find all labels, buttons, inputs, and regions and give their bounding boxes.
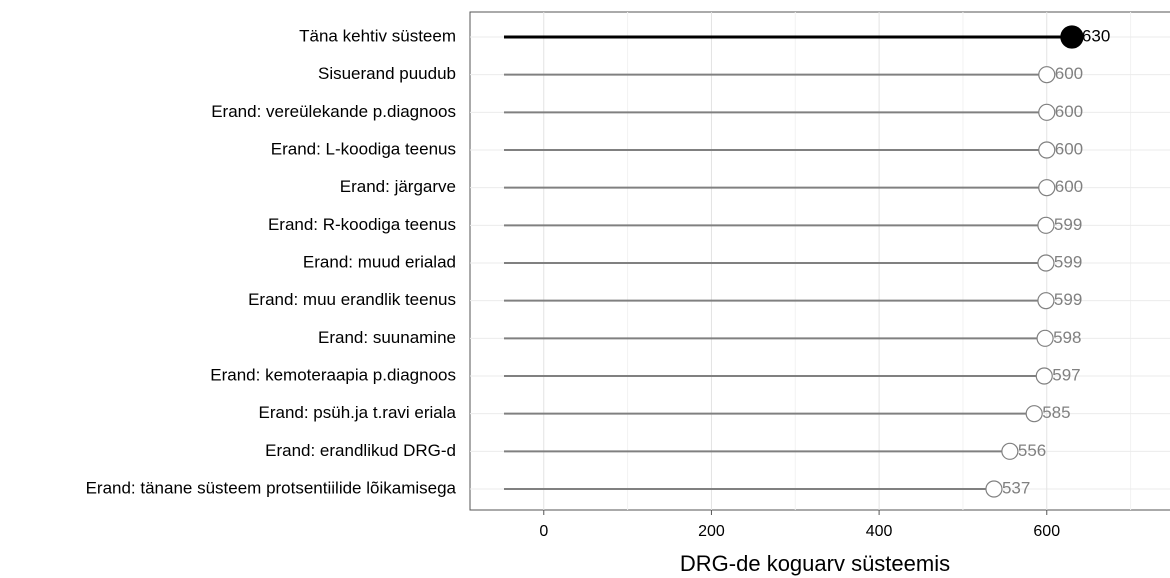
- value-label: 585: [1042, 403, 1070, 422]
- y-tick-label: Erand: tänane süsteem protsentiilide lõi…: [86, 478, 457, 497]
- value-label: 630: [1082, 26, 1110, 45]
- lollipop-head: [1036, 329, 1054, 347]
- value-label: 537: [1002, 478, 1030, 497]
- value-label: 599: [1054, 290, 1082, 309]
- value-label: 599: [1054, 252, 1082, 271]
- y-tick-label: Erand: suunamine: [318, 328, 456, 347]
- y-tick-label: Erand: muud erialad: [303, 252, 456, 271]
- lollipop-head: [1025, 405, 1043, 423]
- y-tick-label: Erand: erandlikud DRG-d: [265, 441, 456, 460]
- lollipop-head: [1037, 216, 1055, 234]
- x-tick-label: 0: [539, 523, 548, 540]
- lollipop-head: [1038, 66, 1056, 84]
- value-label: 600: [1055, 177, 1083, 196]
- lollipop-head: [1001, 442, 1019, 460]
- y-tick-label: Erand: psüh.ja t.ravi eriala: [259, 403, 457, 422]
- lollipop-head: [1037, 292, 1055, 310]
- y-tick-label: Erand: järgarve: [340, 177, 456, 196]
- y-tick-label: Erand: muu erandlik teenus: [248, 290, 456, 309]
- y-tick-label: Erand: R-koodiga teenus: [268, 215, 456, 234]
- value-label: 600: [1055, 102, 1083, 121]
- x-tick-label: 200: [698, 523, 725, 540]
- y-tick-label: Sisuerand puudub: [318, 64, 456, 83]
- value-label: 599: [1054, 215, 1082, 234]
- y-tick-label: Erand: kemoteraapia p.diagnoos: [210, 365, 456, 384]
- value-label: 597: [1052, 365, 1080, 384]
- lollipop-head: [1060, 25, 1084, 49]
- value-label: 556: [1018, 441, 1046, 460]
- y-tick-label: Erand: vereülekande p.diagnoos: [211, 102, 456, 121]
- value-label: 598: [1053, 328, 1081, 347]
- x-tick-label: 600: [1033, 523, 1060, 540]
- lollipop-head: [1038, 141, 1056, 159]
- lollipop-head: [1038, 179, 1056, 197]
- lollipop-head: [985, 480, 1003, 498]
- value-label: 600: [1055, 139, 1083, 158]
- x-axis-title: DRG-de koguarv süsteemis: [680, 551, 950, 576]
- y-tick-label: Täna kehtiv süsteem: [299, 26, 456, 45]
- lollipop-head: [1035, 367, 1053, 385]
- x-tick-label: 400: [866, 523, 893, 540]
- lollipop-head: [1038, 103, 1056, 121]
- y-tick-label: Erand: L-koodiga teenus: [271, 139, 456, 158]
- value-label: 600: [1055, 64, 1083, 83]
- lollipop-head: [1037, 254, 1055, 272]
